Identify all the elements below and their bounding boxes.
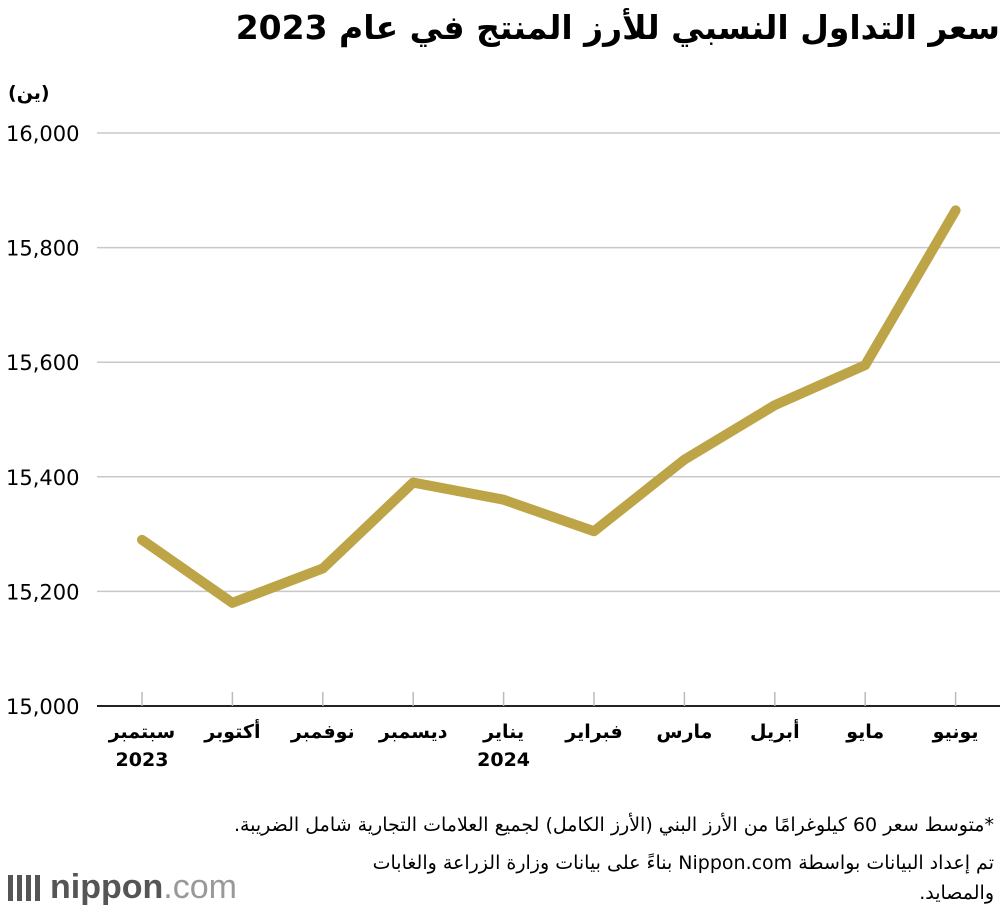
x-tick-label-month: أبريل (750, 719, 800, 743)
data-point (231, 602, 233, 604)
data-point (864, 364, 866, 366)
x-tick-label-month: يناير (482, 721, 524, 743)
x-tick-label-month: مارس (656, 721, 712, 743)
grid-lines (97, 132, 1000, 707)
data-point (774, 404, 776, 406)
logo-tld: .com (163, 868, 237, 906)
data-point (683, 459, 685, 461)
line-chart: 15,000 15,200 15,400 15,600 15,800 16,000 سبت… (6, 122, 1000, 771)
x-tick-label-month: سبتمبر (108, 721, 176, 743)
footnote-source: تم إعداد البيانات بواسطة Nippon.com بناء… (372, 852, 994, 904)
y-tick-label: 15,200 (6, 580, 79, 604)
y-axis-ticks: 15,000 15,200 15,400 15,600 15,800 16,000 (6, 122, 79, 719)
data-point (412, 482, 414, 484)
x-tick-label-month: يونيو (932, 721, 979, 743)
x-tick-label-month: نوفمبر (290, 721, 355, 743)
series-line (137, 205, 961, 608)
data-point (141, 539, 143, 541)
x-tick-label-month: أكتوبر (203, 719, 260, 743)
x-tick-label-month: مايو (845, 721, 884, 743)
data-point (322, 567, 324, 569)
data-point (593, 530, 595, 532)
y-tick-label: 15,400 (6, 466, 79, 490)
y-tick-label: 16,000 (6, 122, 79, 146)
nippon-logo: nippon .com (6, 868, 237, 907)
y-axis-unit-label: (ين) (8, 82, 50, 104)
x-axis-ticks: سبتمبر 2023 أكتوبر نوفمبر ديسمبر يناير 2024 فبر… (108, 692, 979, 771)
data-point (955, 209, 957, 211)
chart-title: سعر التداول النسبي للأرز المنتج في عام 2… (235, 8, 1000, 47)
x-tick-label-month: فبراير (564, 721, 622, 743)
x-tick-label-year: 2023 (116, 749, 169, 771)
y-tick-label: 15,600 (6, 351, 79, 375)
y-tick-label: 15,000 (6, 695, 79, 719)
y-tick-label: 15,800 (6, 237, 79, 261)
logo-brand: nippon (50, 868, 164, 906)
footnote-average-price: *متوسط سعر 60 كيلوغرامًا من الأرز البني … (233, 814, 994, 836)
series-group (137, 205, 961, 608)
x-tick-label-year: 2024 (477, 749, 530, 771)
data-point (503, 499, 505, 501)
x-tick-label-month: ديسمبر (378, 721, 448, 743)
nippon-logo-icon (8, 874, 40, 901)
